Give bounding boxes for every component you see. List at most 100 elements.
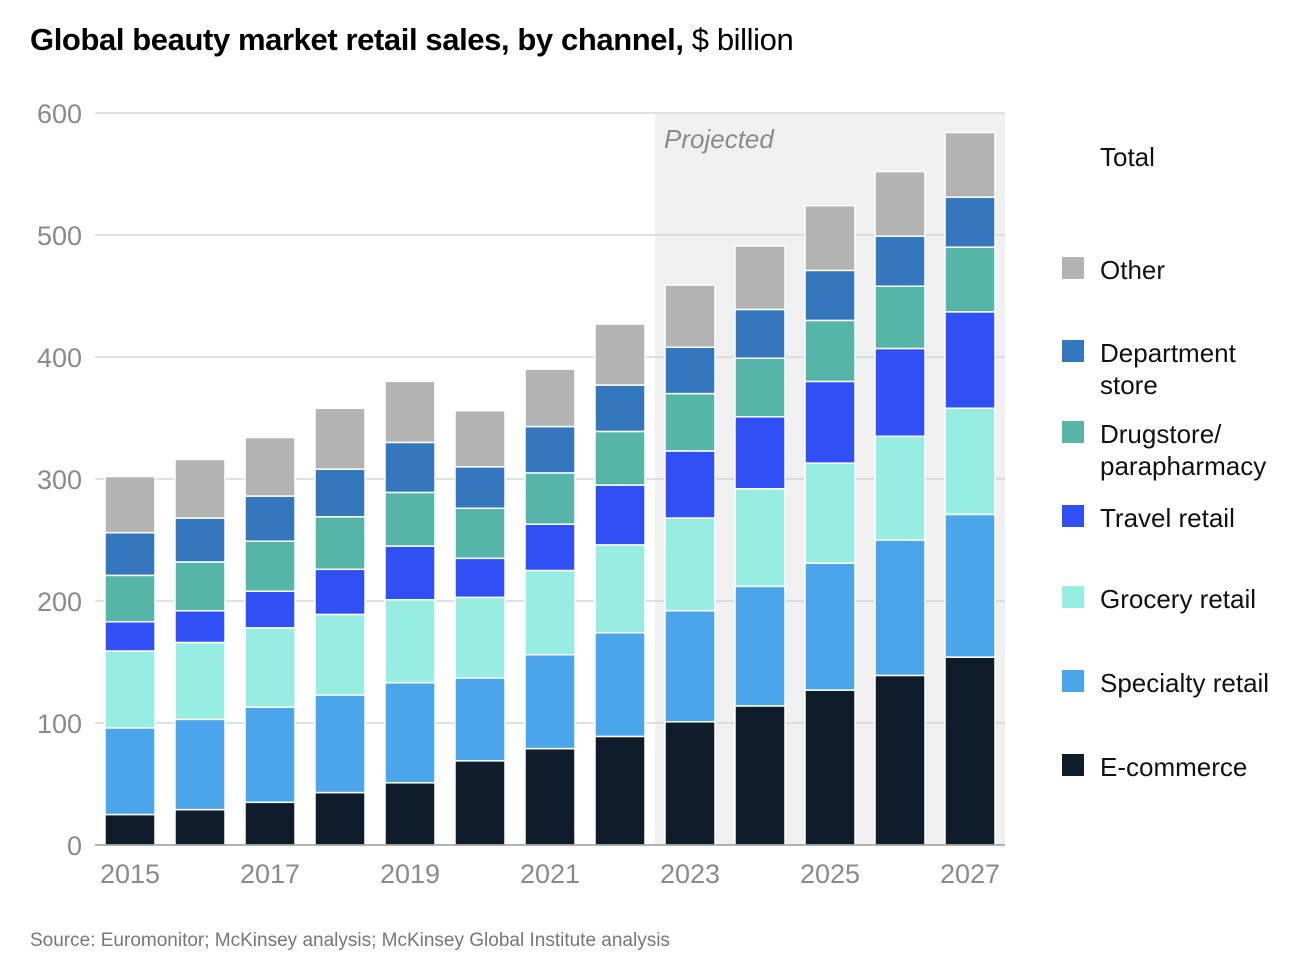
x-tick-label: 2017	[240, 859, 300, 889]
chart-title-main: Global beauty market retail sales, by ch…	[30, 22, 684, 57]
bar-segment-specialty-retail-2026	[874, 539, 926, 677]
bar-segment-drugstore-parapharmacy-2023	[664, 392, 716, 452]
bar-segment-drugstore-parapharmacy-2024	[734, 357, 786, 418]
y-tick-label: 200	[37, 587, 82, 617]
legend-label-drugstore: Drugstore/ parapharmacy	[1100, 419, 1267, 481]
bar-segment-e-commerce-2018	[314, 791, 366, 846]
bar-segment-grocery-retail-2024	[734, 488, 786, 588]
bar-segment-grocery-retail-2025	[804, 462, 856, 564]
legend-total-label: Total	[1100, 142, 1155, 172]
x-tick-label: 2025	[800, 859, 860, 889]
legend-swatch-specialty-retail	[1062, 670, 1084, 692]
legend-item-grocery-retail: Grocery retail	[1062, 583, 1290, 615]
bar-segment-other-2015	[104, 475, 156, 534]
bar-segment-grocery-retail-2026	[874, 435, 926, 541]
bar-segment-grocery-retail-2027	[944, 407, 996, 516]
bar-segment-grocery-retail-2022	[594, 544, 646, 634]
bar-stack-2016	[174, 458, 226, 846]
bar-segment-drugstore-parapharmacy-2020	[454, 507, 506, 560]
bar-segment-specialty-retail-2018	[314, 694, 366, 794]
legend-item-travel-retail: Travel retail	[1062, 502, 1290, 534]
bar-stack-2024	[734, 245, 786, 846]
bar-segment-travel-retail-2017	[244, 590, 296, 629]
x-tick-label: 2027	[940, 859, 1000, 889]
bar-segment-department-store-2016	[174, 517, 226, 563]
bar-segment-other-2021	[524, 368, 576, 428]
bar-stack-2018	[314, 407, 366, 846]
bar-segment-travel-retail-2027	[944, 311, 996, 409]
bar-stack-2017	[244, 436, 296, 846]
bar-segment-travel-retail-2015	[104, 620, 156, 652]
legend-label-other: Other	[1100, 255, 1166, 285]
chart-plot: 0 100 200 300 400 500 600 2015 2017 2019 2021 2023…	[37, 99, 1005, 889]
bar-segment-e-commerce-2021	[524, 747, 576, 846]
bar-segment-e-commerce-2026	[874, 674, 926, 846]
bar-segment-grocery-retail-2015	[104, 650, 156, 729]
bar-segment-department-store-2017	[244, 495, 296, 542]
y-tick-label: 300	[37, 465, 82, 495]
bar-segment-department-store-2019	[384, 441, 436, 494]
bar-segment-other-2018	[314, 407, 366, 470]
bar-segment-e-commerce-2027	[944, 656, 996, 846]
legend-item-e-commerce: E-commerce	[1062, 751, 1290, 783]
bar-stack-2025	[804, 204, 856, 846]
x-tick-label: 2021	[520, 859, 580, 889]
bar-segment-department-store-2021	[524, 425, 576, 474]
bar-segment-grocery-retail-2019	[384, 599, 436, 684]
bar-stack-2020	[454, 409, 506, 846]
y-tick-label: 500	[37, 221, 82, 251]
bar-segment-drugstore-parapharmacy-2017	[244, 540, 296, 592]
bar-segment-e-commerce-2015	[104, 813, 156, 846]
legend-item-specialty-retail: Specialty retail	[1062, 667, 1290, 699]
bar-segment-e-commerce-2024	[734, 705, 786, 846]
y-tick-label: 600	[37, 99, 82, 129]
bar-segment-travel-retail-2024	[734, 416, 786, 490]
legend-swatch-drugstore	[1062, 421, 1084, 443]
x-axis-ticks: 2015 2017 2019 2021 2023 2025 2027	[100, 859, 1000, 889]
bar-segment-department-store-2023	[664, 346, 716, 395]
bar-segment-specialty-retail-2023	[664, 610, 716, 723]
bar-stack-2022	[594, 323, 646, 846]
chart-title-unit: $ billion	[683, 22, 794, 57]
bar-segment-e-commerce-2016	[174, 808, 226, 846]
legend-swatch-other	[1062, 257, 1084, 279]
bar-segment-other-2026	[874, 170, 926, 237]
bar-segment-drugstore-parapharmacy-2015	[104, 574, 156, 623]
legend-label-specialty-retail: Specialty retail	[1100, 668, 1270, 698]
bar-segment-travel-retail-2019	[384, 545, 436, 601]
bar-segment-e-commerce-2023	[664, 721, 716, 846]
bar-segment-specialty-retail-2024	[734, 585, 786, 707]
bar-segment-department-store-2026	[874, 235, 926, 287]
y-tick-label: 400	[37, 343, 82, 373]
bar-segment-specialty-retail-2017	[244, 706, 296, 804]
legend-label-travel-retail: Travel retail	[1100, 503, 1235, 533]
x-tick-label: 2023	[660, 859, 720, 889]
bar-segment-travel-retail-2023	[664, 450, 716, 519]
bar-segment-e-commerce-2019	[384, 782, 436, 846]
bar-segment-travel-retail-2016	[174, 610, 226, 644]
legend-item-department-store: Department store	[1062, 337, 1260, 401]
bar-segment-drugstore-parapharmacy-2027	[944, 246, 996, 313]
bar-segment-department-store-2027	[944, 196, 996, 248]
bar-segment-grocery-retail-2020	[454, 596, 506, 679]
bar-segment-department-store-2024	[734, 308, 786, 359]
y-tick-label: 0	[67, 831, 82, 861]
bar-stack-2027	[944, 131, 996, 846]
bar-segment-drugstore-parapharmacy-2019	[384, 491, 436, 547]
bar-segment-specialty-retail-2020	[454, 677, 506, 762]
legend-label-e-commerce: E-commerce	[1100, 752, 1248, 782]
bar-segment-e-commerce-2025	[804, 689, 856, 846]
x-tick-label: 2019	[380, 859, 440, 889]
bar-segment-grocery-retail-2016	[174, 641, 226, 721]
bar-segment-specialty-retail-2027	[944, 513, 996, 658]
bar-segment-specialty-retail-2022	[594, 631, 646, 738]
bar-segment-department-store-2025	[804, 269, 856, 322]
bar-segment-other-2025	[804, 204, 856, 272]
chart-title: Global beauty market retail sales, by ch…	[30, 22, 794, 58]
legend-label-department-store: Department store	[1100, 338, 1236, 400]
legend-label-grocery-retail: Grocery retail	[1100, 584, 1257, 614]
bar-segment-travel-retail-2026	[874, 347, 926, 438]
legend-swatch-grocery-retail	[1062, 586, 1084, 608]
bar-segment-other-2024	[734, 245, 786, 311]
bar-segment-other-2019	[384, 380, 436, 444]
